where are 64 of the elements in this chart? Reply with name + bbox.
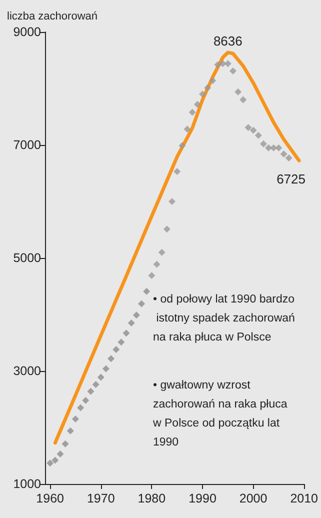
point: [112, 346, 120, 354]
x-tick-label: 1960: [36, 492, 64, 506]
x-tick-label: 2000: [239, 492, 268, 506]
point: [66, 427, 74, 434]
point: [72, 416, 79, 423]
point: [260, 140, 267, 148]
x-tick-label: 1990: [188, 492, 216, 506]
x-tick-label: 1980: [138, 492, 166, 506]
point: [148, 272, 156, 280]
point: [108, 355, 115, 362]
point: [82, 396, 90, 404]
point: [219, 60, 226, 68]
point: [214, 61, 222, 68]
y-tick-label: 1000: [13, 477, 42, 491]
point: [240, 96, 247, 104]
point: [209, 77, 216, 84]
point: [118, 338, 125, 346]
point: [138, 300, 146, 308]
point: [275, 144, 282, 152]
point: [153, 260, 160, 268]
y-tick-label: 3000: [13, 364, 42, 378]
point: [87, 388, 94, 395]
point: [102, 365, 110, 372]
point: [285, 154, 292, 162]
point: [174, 168, 181, 176]
point: [265, 144, 272, 152]
y-tick-label: 5000: [13, 251, 42, 265]
point: [229, 67, 236, 74]
point: [270, 144, 278, 152]
point: [188, 108, 196, 116]
point: [77, 404, 84, 412]
y-tick-label: 7000: [13, 138, 42, 152]
point: [178, 142, 186, 150]
point: [92, 381, 100, 388]
point: [163, 226, 170, 233]
point: [250, 126, 257, 134]
point: [143, 288, 150, 295]
point: [224, 60, 232, 68]
point: [56, 450, 64, 458]
point: [132, 312, 140, 319]
point: [234, 88, 242, 96]
point: [62, 440, 69, 448]
annotation: • gwałtowny wzrost zachorowań na raka płuca w Polsce od początku lat 1990: [152, 380, 290, 448]
point: [254, 132, 262, 139]
y-tick-label: 9000: [13, 25, 42, 39]
point: [128, 319, 135, 326]
point: [184, 126, 191, 133]
point: [122, 330, 130, 337]
point: [194, 100, 201, 108]
point: [280, 150, 288, 158]
point: [97, 374, 104, 381]
point: [204, 84, 212, 92]
point: [168, 198, 176, 205]
point: [244, 124, 252, 131]
point: [52, 456, 59, 464]
annotation: • od połowy lat 1990 bardzo istotny spadek zachorowań na raka płuca w Polsce: [153, 294, 298, 344]
data-label: 8636: [213, 34, 242, 49]
y-axis-title: liczba zachorowań: [7, 10, 98, 22]
x-tick-label: 2010: [290, 492, 318, 506]
x-tick-label: 1970: [86, 492, 115, 506]
point: [46, 460, 54, 467]
point: [198, 90, 206, 98]
data-label: 6725: [276, 172, 306, 187]
point: [158, 248, 166, 256]
